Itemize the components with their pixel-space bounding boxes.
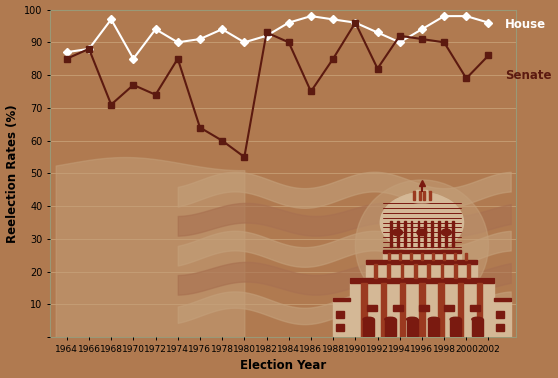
Bar: [429, 191, 431, 200]
Bar: [390, 221, 392, 247]
Ellipse shape: [407, 317, 418, 321]
Text: Senate: Senate: [505, 68, 552, 82]
Bar: [439, 283, 444, 337]
Bar: [431, 221, 433, 247]
Bar: [387, 263, 390, 278]
Bar: [336, 311, 344, 318]
Bar: [465, 253, 468, 260]
Bar: [432, 253, 434, 260]
Bar: [419, 191, 421, 200]
Ellipse shape: [381, 193, 464, 252]
Bar: [470, 305, 480, 311]
Bar: [441, 263, 443, 278]
Ellipse shape: [392, 229, 402, 235]
Bar: [374, 263, 377, 278]
Bar: [452, 221, 454, 247]
Bar: [423, 191, 425, 200]
Ellipse shape: [417, 229, 427, 235]
Bar: [443, 253, 445, 260]
Bar: [411, 221, 412, 247]
Bar: [418, 305, 429, 311]
Bar: [385, 319, 396, 336]
Bar: [427, 263, 430, 278]
Ellipse shape: [385, 317, 396, 321]
Ellipse shape: [441, 229, 451, 235]
Bar: [404, 221, 406, 247]
Bar: [393, 305, 403, 311]
Ellipse shape: [363, 317, 374, 321]
Bar: [367, 260, 478, 263]
Bar: [413, 191, 415, 200]
Bar: [496, 311, 504, 318]
Bar: [362, 283, 367, 337]
Bar: [444, 305, 454, 311]
Bar: [383, 252, 461, 260]
Bar: [401, 263, 403, 278]
Ellipse shape: [355, 180, 488, 311]
Bar: [398, 253, 401, 260]
Bar: [410, 253, 412, 260]
Bar: [494, 298, 511, 301]
Bar: [421, 253, 423, 260]
Bar: [350, 278, 494, 337]
Bar: [454, 253, 456, 260]
Bar: [458, 283, 463, 337]
Bar: [429, 319, 440, 336]
Bar: [477, 283, 483, 337]
Bar: [367, 305, 377, 311]
Bar: [450, 319, 461, 336]
Bar: [414, 263, 417, 278]
Bar: [419, 283, 425, 337]
Bar: [363, 319, 374, 336]
Bar: [494, 298, 511, 337]
Bar: [472, 319, 483, 336]
Bar: [454, 263, 456, 278]
Bar: [438, 221, 440, 247]
Bar: [333, 298, 350, 337]
Bar: [381, 283, 386, 337]
Bar: [445, 221, 447, 247]
Y-axis label: Reelection Rates (%): Reelection Rates (%): [6, 104, 18, 243]
Bar: [387, 253, 389, 260]
Bar: [397, 221, 398, 247]
Bar: [467, 263, 470, 278]
Bar: [350, 278, 494, 283]
Ellipse shape: [472, 317, 483, 321]
Ellipse shape: [429, 317, 440, 321]
Text: House: House: [505, 18, 546, 31]
Bar: [383, 250, 461, 253]
Ellipse shape: [402, 193, 441, 203]
Bar: [367, 262, 478, 278]
Bar: [400, 283, 406, 337]
Ellipse shape: [450, 317, 461, 321]
Bar: [416, 190, 427, 200]
Bar: [407, 319, 418, 336]
Bar: [333, 298, 350, 301]
Bar: [496, 324, 504, 331]
Bar: [425, 221, 426, 247]
Bar: [417, 221, 420, 247]
Bar: [336, 324, 344, 331]
X-axis label: Election Year: Election Year: [240, 359, 326, 372]
